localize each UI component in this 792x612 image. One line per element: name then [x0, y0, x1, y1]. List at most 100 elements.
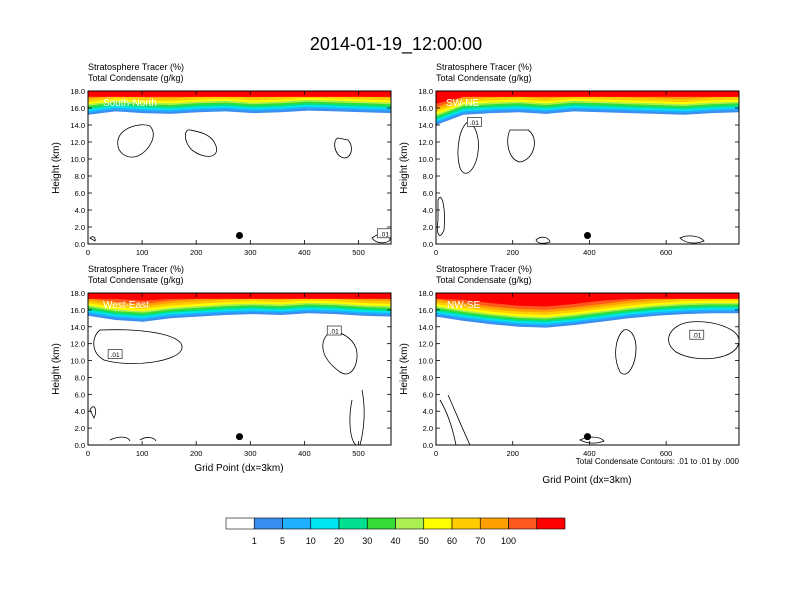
- colorbar-cell: [282, 517, 312, 530]
- colorbar-label: 20: [334, 536, 344, 546]
- panel-title-condensate: Total Condensate (g/kg): [88, 275, 184, 285]
- y-tick-label: 8.0: [75, 172, 85, 181]
- condensate-contour: [117, 124, 154, 158]
- x-tick-label: 500: [352, 248, 365, 257]
- condensate-contour: [334, 137, 352, 159]
- contour-label: .01: [692, 333, 701, 340]
- colorbar-cell: [338, 517, 368, 530]
- condensate-contour: [184, 129, 218, 157]
- axes: 0.0 2.0 4.0 6.0 8.0 10.0 12.0 14.0 16.0 18.0 0 200 4…: [418, 87, 739, 257]
- y-axis-label: Height (km): [399, 343, 410, 395]
- condensate-contour: [89, 406, 97, 419]
- panel-title-tracer: Stratosphere Tracer (%): [436, 62, 532, 72]
- y-tick-label: 2.0: [75, 424, 85, 433]
- x-tick-label: 400: [298, 449, 311, 458]
- x-tick-label: 100: [136, 449, 149, 458]
- location-marker: [584, 232, 591, 239]
- axes: 0.0 2.0 4.0 6.0 8.0 10.0 12.0 14.0 16.0 18.0 0 100 2…: [70, 87, 391, 257]
- x-tick-label: 300: [244, 449, 257, 458]
- colorbar-label: 70: [475, 536, 485, 546]
- x-axis-label: Grid Point (dx=3km): [542, 475, 631, 486]
- y-tick-label: 8.0: [75, 373, 85, 382]
- y-tick-label: 18.0: [70, 87, 85, 96]
- contour-label-box: [467, 117, 482, 127]
- panel-south-north: Stratosphere Tracer (%) Total Condensate…: [51, 62, 392, 257]
- y-tick-label: 2.0: [423, 223, 433, 232]
- x-tick-label: 200: [190, 248, 203, 257]
- y-tick-label: 6.0: [423, 189, 433, 198]
- plot-frame: [87, 292, 392, 446]
- panel-label: West-East: [103, 300, 149, 311]
- colorbar-cell: [253, 517, 283, 530]
- condensate-contour: [437, 197, 445, 236]
- y-tick-label: 0.0: [423, 441, 433, 450]
- condensate-contour: [322, 331, 358, 375]
- contour-label: .01: [380, 231, 389, 238]
- colorbar-label: 30: [362, 536, 372, 546]
- y-axis-label: Height (km): [399, 142, 410, 194]
- x-tick-label: 200: [506, 248, 519, 257]
- y-tick-label: 14.0: [418, 323, 433, 332]
- colorbar-label: 100: [501, 536, 516, 546]
- condensate-contour: [579, 436, 605, 444]
- panel-west-east: Stratosphere Tracer (%) Total Condensate…: [51, 264, 392, 474]
- x-tick-label: 100: [136, 248, 149, 257]
- y-tick-label: 18.0: [70, 289, 85, 298]
- contour-label-box: [689, 329, 705, 340]
- x-tick-label: 400: [583, 449, 596, 458]
- y-tick-label: 14.0: [418, 121, 433, 130]
- y-tick-label: 12.0: [418, 340, 433, 349]
- y-tick-label: 4.0: [75, 407, 85, 416]
- location-marker: [584, 433, 591, 441]
- colorbar-cell: [423, 517, 453, 530]
- plot-area: .01 .01: [88, 293, 391, 445]
- y-axis-label: Height (km): [51, 343, 62, 395]
- tracer-band: [88, 293, 391, 301]
- condensate-contour: [89, 236, 96, 242]
- x-axis-label: Grid Point (dx=3km): [194, 463, 283, 474]
- colorbar-cell: [479, 517, 509, 530]
- axes: 0.0 2.0 4.0 6.0 8.0 10.0 12.0 14.0 16.0 18.0 0 200 4…: [418, 289, 739, 458]
- condensate-contour: [109, 436, 157, 442]
- y-tick-label: 8.0: [423, 373, 433, 382]
- condensate-contour: [93, 329, 183, 364]
- figure-title: 2014-01-19_12:00:00: [310, 34, 482, 55]
- y-tick-label: 0.0: [423, 240, 433, 249]
- condensate-contour: [349, 389, 365, 445]
- condensate-contour: [507, 129, 535, 163]
- panel-label: NW-SE: [447, 300, 480, 311]
- colorbar: 1 5 10 20 30 40 50 60 70 100: [225, 517, 566, 546]
- condensate-contour: [457, 121, 479, 174]
- panel-nw-se: Stratosphere Tracer (%) Total Condensate…: [399, 264, 740, 486]
- plot-frame: [87, 90, 392, 245]
- colorbar-cell: [395, 517, 425, 530]
- x-tick-label: 0: [86, 449, 90, 458]
- x-tick-label: 0: [86, 248, 90, 257]
- x-tick-label: 600: [660, 449, 673, 458]
- condensate-contour: [615, 329, 637, 375]
- contour-label: .01: [111, 352, 120, 359]
- y-tick-label: 14.0: [70, 121, 85, 130]
- contour-label-box: [107, 349, 123, 359]
- x-tick-label: 200: [506, 449, 519, 458]
- condensate-contour: [668, 321, 739, 360]
- y-tick-label: 18.0: [418, 289, 433, 298]
- condensate-contour: [439, 394, 471, 445]
- panel-title-condensate: Total Condensate (g/kg): [436, 73, 532, 83]
- x-tick-label: 500: [352, 449, 365, 458]
- panel-title-tracer: Stratosphere Tracer (%): [88, 62, 184, 72]
- colorbar-label: 40: [390, 536, 400, 546]
- colorbar-label: 1: [252, 536, 257, 546]
- colorbar-cell: [536, 517, 566, 530]
- colorbar-label: 5: [280, 536, 285, 546]
- y-tick-label: 10.0: [70, 155, 85, 164]
- panel-title-condensate: Total Condensate (g/kg): [436, 275, 532, 285]
- y-tick-label: 6.0: [75, 390, 85, 399]
- x-tick-label: 400: [298, 248, 311, 257]
- y-tick-label: 16.0: [70, 104, 85, 113]
- y-tick-label: 10.0: [418, 357, 433, 366]
- y-axis-label: Height (km): [51, 142, 62, 194]
- y-tick-label: 6.0: [75, 189, 85, 198]
- panel-sw-ne: Stratosphere Tracer (%) Total Condensate…: [399, 62, 740, 257]
